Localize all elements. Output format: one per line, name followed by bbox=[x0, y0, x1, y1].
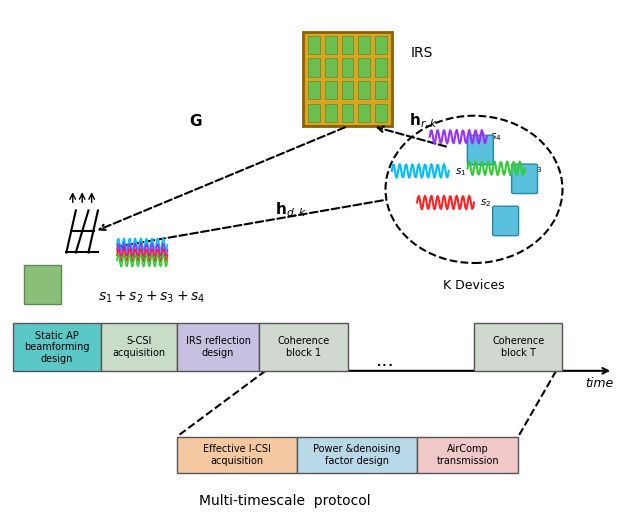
Text: Multi-timescale  protocol: Multi-timescale protocol bbox=[198, 493, 370, 508]
FancyBboxPatch shape bbox=[342, 81, 353, 99]
FancyBboxPatch shape bbox=[308, 36, 320, 54]
FancyBboxPatch shape bbox=[375, 104, 387, 122]
FancyBboxPatch shape bbox=[325, 81, 337, 99]
Text: AP: AP bbox=[73, 326, 91, 340]
FancyBboxPatch shape bbox=[474, 323, 562, 371]
FancyBboxPatch shape bbox=[325, 36, 337, 54]
Text: $s_1 + s_2 + s_3 + s_4$: $s_1 + s_2 + s_3 + s_4$ bbox=[98, 289, 205, 305]
FancyBboxPatch shape bbox=[325, 104, 337, 122]
Text: $s_3$: $s_3$ bbox=[531, 164, 542, 175]
Text: $\mathbf{h}_{r,k}$: $\mathbf{h}_{r,k}$ bbox=[409, 112, 438, 130]
FancyBboxPatch shape bbox=[358, 81, 370, 99]
Text: Static AP
beamforming
design: Static AP beamforming design bbox=[24, 330, 90, 364]
Text: AirComp
transmission: AirComp transmission bbox=[436, 444, 499, 466]
Text: $s_1$: $s_1$ bbox=[455, 167, 466, 178]
FancyBboxPatch shape bbox=[511, 164, 537, 194]
FancyBboxPatch shape bbox=[297, 437, 417, 473]
FancyBboxPatch shape bbox=[358, 104, 370, 122]
FancyBboxPatch shape bbox=[177, 437, 297, 473]
Text: ...: ... bbox=[376, 351, 395, 370]
Text: $s_4$: $s_4$ bbox=[490, 131, 501, 143]
FancyBboxPatch shape bbox=[308, 58, 320, 77]
Text: Effective I-CSI
acquisition: Effective I-CSI acquisition bbox=[203, 444, 271, 466]
FancyBboxPatch shape bbox=[358, 36, 370, 54]
Text: IRS reflection
design: IRS reflection design bbox=[186, 336, 250, 358]
FancyBboxPatch shape bbox=[492, 206, 518, 236]
FancyBboxPatch shape bbox=[303, 32, 392, 126]
FancyBboxPatch shape bbox=[24, 265, 61, 304]
FancyBboxPatch shape bbox=[177, 323, 259, 371]
Text: Coherence
block 1: Coherence block 1 bbox=[277, 336, 329, 358]
FancyBboxPatch shape bbox=[259, 323, 348, 371]
FancyBboxPatch shape bbox=[308, 104, 320, 122]
FancyBboxPatch shape bbox=[375, 36, 387, 54]
FancyBboxPatch shape bbox=[308, 81, 320, 99]
Text: IRS: IRS bbox=[411, 46, 433, 59]
FancyBboxPatch shape bbox=[342, 104, 353, 122]
FancyBboxPatch shape bbox=[342, 36, 353, 54]
Text: $\mathbf{h}_{d,k}$: $\mathbf{h}_{d,k}$ bbox=[275, 201, 307, 220]
Text: Power &denoising
factor design: Power &denoising factor design bbox=[313, 444, 401, 466]
FancyBboxPatch shape bbox=[417, 437, 518, 473]
FancyBboxPatch shape bbox=[467, 135, 493, 165]
FancyBboxPatch shape bbox=[375, 58, 387, 77]
FancyBboxPatch shape bbox=[325, 58, 337, 77]
Text: time: time bbox=[585, 377, 613, 390]
FancyBboxPatch shape bbox=[375, 81, 387, 99]
Text: S-CSI
acquisition: S-CSI acquisition bbox=[112, 336, 166, 358]
Text: K Devices: K Devices bbox=[443, 279, 505, 292]
FancyBboxPatch shape bbox=[101, 323, 177, 371]
FancyBboxPatch shape bbox=[358, 58, 370, 77]
FancyBboxPatch shape bbox=[342, 58, 353, 77]
Text: Coherence
block T: Coherence block T bbox=[492, 336, 544, 358]
FancyBboxPatch shape bbox=[13, 323, 101, 371]
Text: $s_2$: $s_2$ bbox=[480, 198, 492, 209]
Text: $\mathbf{G}$: $\mathbf{G}$ bbox=[189, 113, 203, 129]
